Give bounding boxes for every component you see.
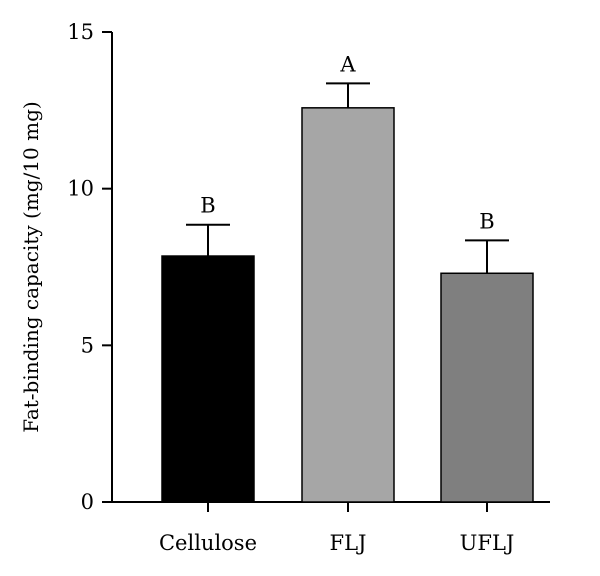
bar-uflj [440, 272, 534, 503]
bar-flj [301, 107, 395, 503]
y-axis-title: Fat-binding capacity (mg/10 mg) [19, 101, 43, 432]
bars [161, 107, 534, 503]
significance-label: B [200, 194, 215, 218]
y-axis: 0 5 10 15 [67, 20, 113, 514]
y-tick-label: 0 [81, 490, 94, 514]
significance-labels: B A B [200, 52, 494, 233]
bar-cellulose [161, 255, 255, 503]
x-axis: Cellulose FLJ UFLJ [111, 501, 550, 555]
x-tick-label: UFLJ [460, 531, 515, 555]
error-bars [186, 82, 509, 274]
significance-label: A [339, 52, 356, 76]
y-tick-label: 15 [67, 20, 94, 44]
x-tick-label: Cellulose [159, 531, 257, 555]
significance-label: B [479, 209, 494, 233]
y-tick-label: 10 [67, 177, 94, 201]
y-tick-label: 5 [81, 333, 94, 357]
x-tick-label: FLJ [330, 531, 367, 555]
